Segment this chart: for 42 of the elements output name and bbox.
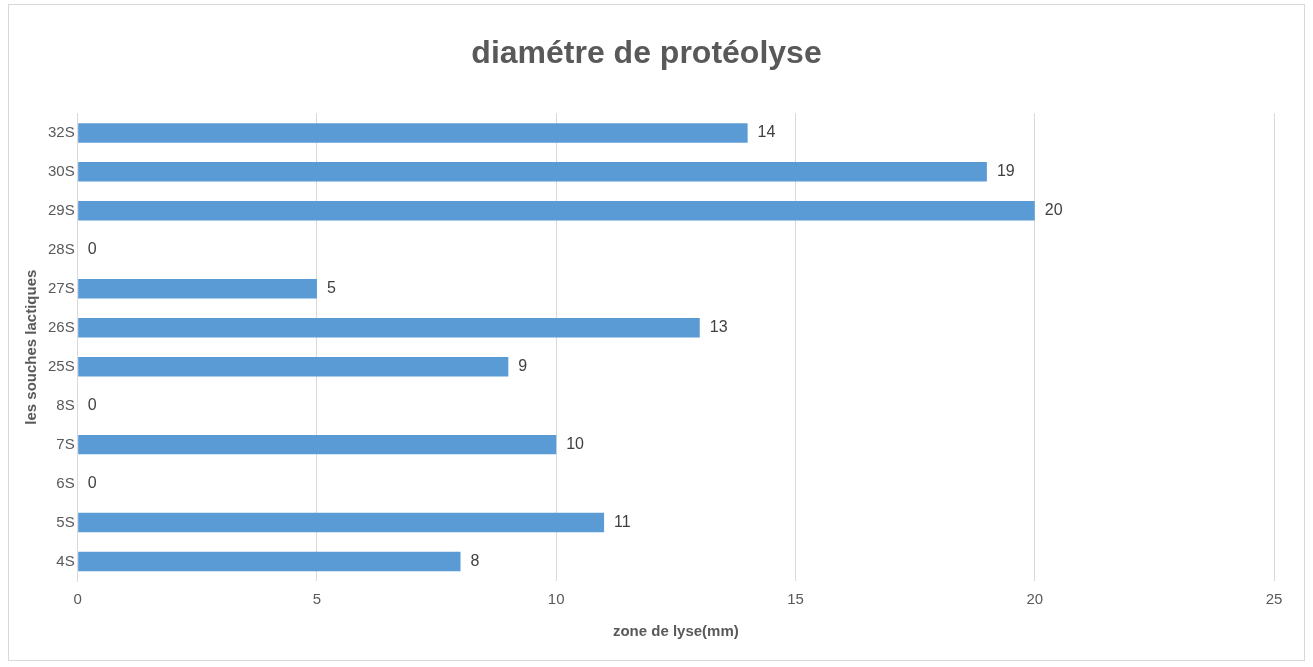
y-tick-label: 25S [47, 356, 75, 374]
x-tick-label: 15 [787, 590, 804, 608]
data-label: 9 [518, 357, 528, 375]
y-tick-label: 7S [56, 434, 75, 452]
y-tick-label: 29S [47, 200, 75, 218]
data-label: 19 [996, 162, 1015, 180]
data-label: 8 [470, 551, 480, 569]
bar [78, 551, 461, 572]
bar [78, 356, 509, 377]
y-tick-label: 8S [56, 395, 75, 413]
y-tick-label: 5S [56, 512, 75, 530]
y-tick-label: 27S [47, 278, 75, 296]
bar [78, 317, 700, 338]
data-label: 5 [326, 279, 336, 297]
y-tick-label: 4S [56, 551, 75, 569]
bar [78, 279, 317, 299]
data-label: 0 [87, 473, 97, 491]
chart-title: diamétre de protéolyse [471, 34, 822, 71]
y-tick-label: 26S [47, 317, 75, 335]
data-label: 10 [566, 435, 585, 453]
data-label: 0 [87, 396, 97, 414]
y-tick-label: 28S [47, 239, 75, 257]
data-label: 11 [614, 512, 631, 530]
x-tick-label: 10 [547, 590, 565, 608]
y-tick-label: 32S [47, 123, 75, 141]
bar [78, 162, 987, 182]
data-label: 14 [757, 123, 776, 141]
x-tick-label: 25 [1265, 590, 1283, 608]
data-label: 20 [1044, 201, 1063, 219]
y-axis-title: les souches lactiques [22, 269, 40, 425]
y-tick-label: 30S [47, 161, 75, 179]
bar [78, 512, 605, 533]
x-tick-label: 5 [312, 590, 322, 608]
x-axis-title: zone de lyse(mm) [612, 622, 739, 640]
x-tick-label: 20 [1026, 590, 1044, 608]
data-label: 0 [87, 240, 97, 258]
bar [78, 123, 748, 143]
x-tick-label: 0 [73, 590, 82, 608]
bar [78, 434, 557, 455]
data-label: 13 [709, 318, 728, 336]
bar [78, 201, 1035, 221]
y-tick-label: 6S [56, 473, 75, 491]
